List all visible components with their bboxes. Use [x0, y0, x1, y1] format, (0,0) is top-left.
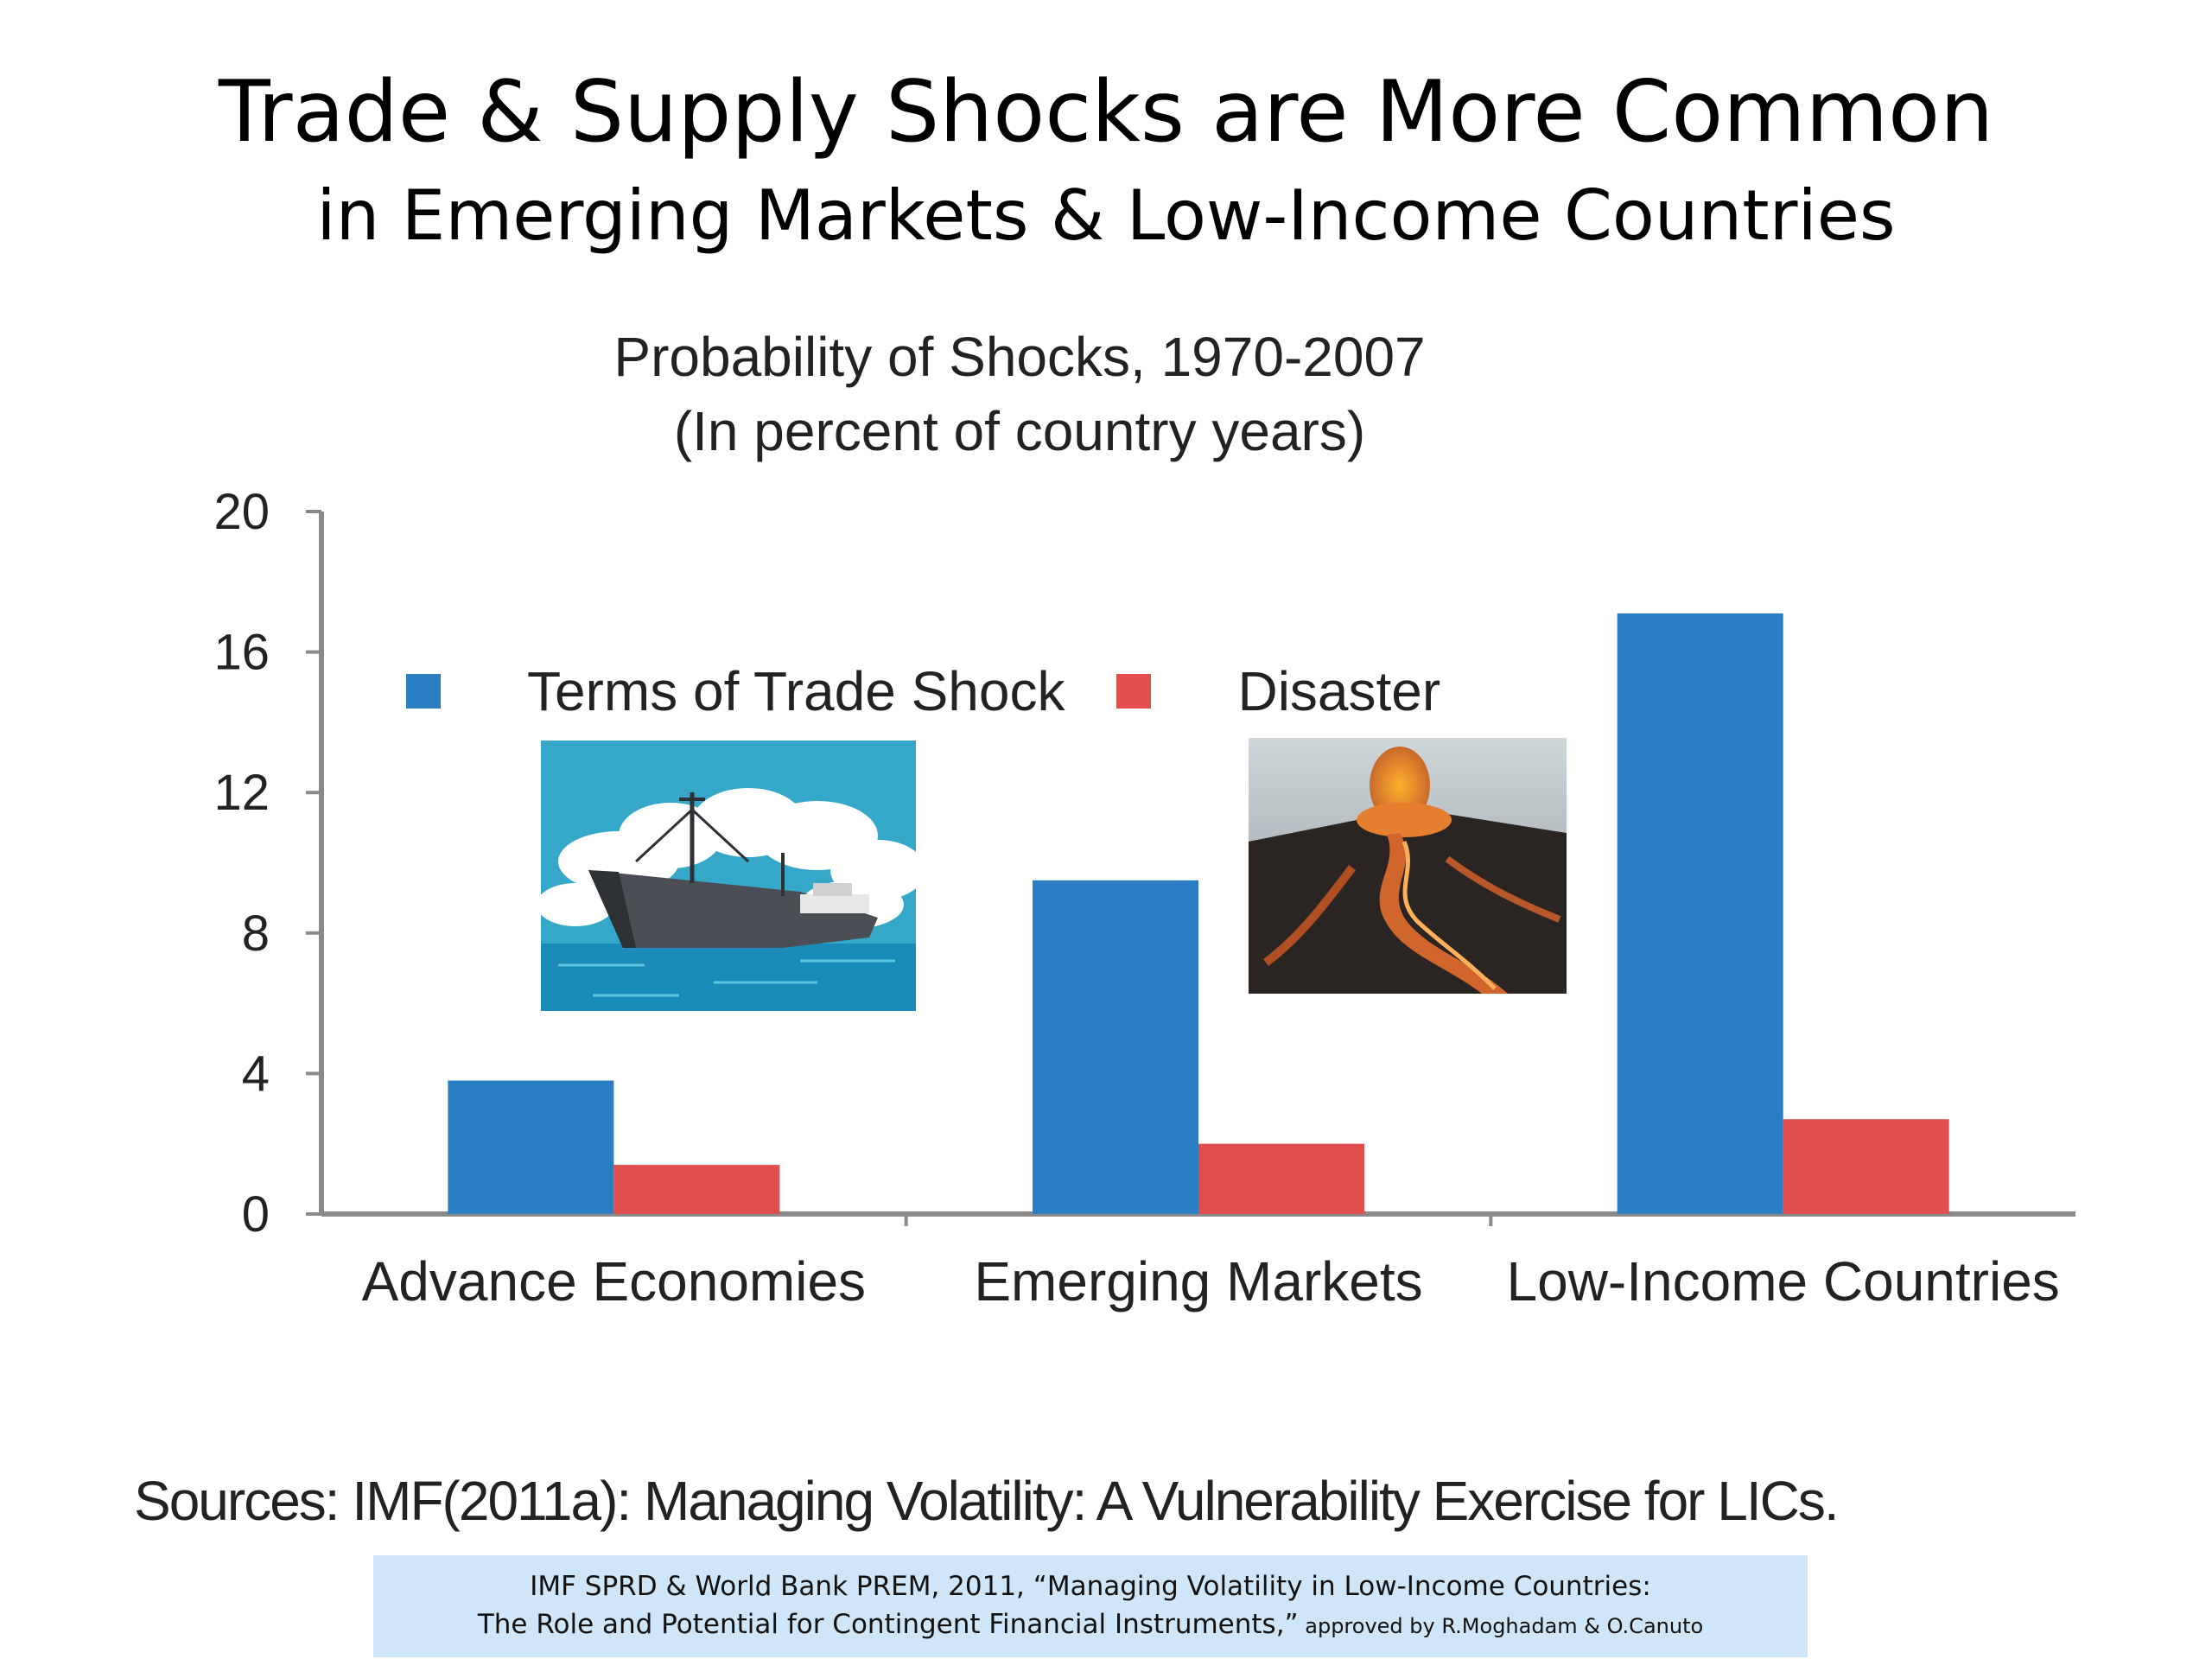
chart-title: Probability of Shocks, 1970-2007 [613, 326, 1426, 388]
bar-disaster [1783, 1119, 1949, 1214]
sources-note: Sources: IMF(2011a): Managing Volatility… [134, 1470, 1840, 1532]
citation-title-part1: “Managing Volatility in Low-Income Count… [1033, 1571, 1651, 1602]
legend-swatch-disaster [1116, 674, 1152, 709]
legend-swatch-tot [406, 674, 441, 709]
legend-label-tot: Terms of Trade Shock [527, 660, 1065, 722]
citation-authors: IMF SPRD & World Bank PREM, 2011, [530, 1571, 1033, 1602]
citation-approval: approved by R.Moghadam & O.Canuto [1298, 1614, 1704, 1638]
legend-label-disaster: Disaster [1237, 660, 1441, 722]
citation-box: IMF SPRD & World Bank PREM, 2011, “Manag… [373, 1555, 1808, 1657]
slide-subtitle: in Emerging Markets & Low-Income Countri… [316, 175, 1896, 256]
bar-terms-of-trade [1033, 880, 1198, 1214]
citation-title-part2: The Role and Potential for Contingent Fi… [477, 1609, 1299, 1640]
chart-title-block: Probability of Shocks, 1970-2007 (In per… [544, 320, 1495, 468]
bar-disaster [613, 1165, 780, 1214]
ship-image [541, 741, 916, 1011]
volcano-image [1249, 738, 1567, 994]
y-tick-label: 4 [242, 1046, 270, 1102]
y-tick-label: 8 [242, 906, 270, 962]
y-tick-label: 0 [242, 1186, 270, 1243]
y-tick-label: 20 [213, 484, 270, 540]
bar-terms-of-trade [1617, 613, 1783, 1214]
chart-subtitle: (In percent of country years) [673, 400, 1366, 462]
slide-title: Trade & Supply Shocks are More Common [218, 63, 1994, 162]
chart-legend: Terms of Trade Shock Disaster [406, 657, 1492, 726]
x-tick-label: Advance Economies [362, 1250, 866, 1313]
x-tick-label: Emerging Markets [974, 1250, 1422, 1313]
bar-terms-of-trade [448, 1080, 614, 1214]
x-tick-label: Low-Income Countries [1507, 1250, 2060, 1313]
y-tick-label: 16 [213, 625, 270, 681]
bar-disaster [1198, 1143, 1364, 1214]
y-tick-label: 12 [213, 765, 270, 821]
bar-chart: 0 4 8 12 16 20 Advance Economies Emerging Marke… [213, 484, 2075, 1313]
